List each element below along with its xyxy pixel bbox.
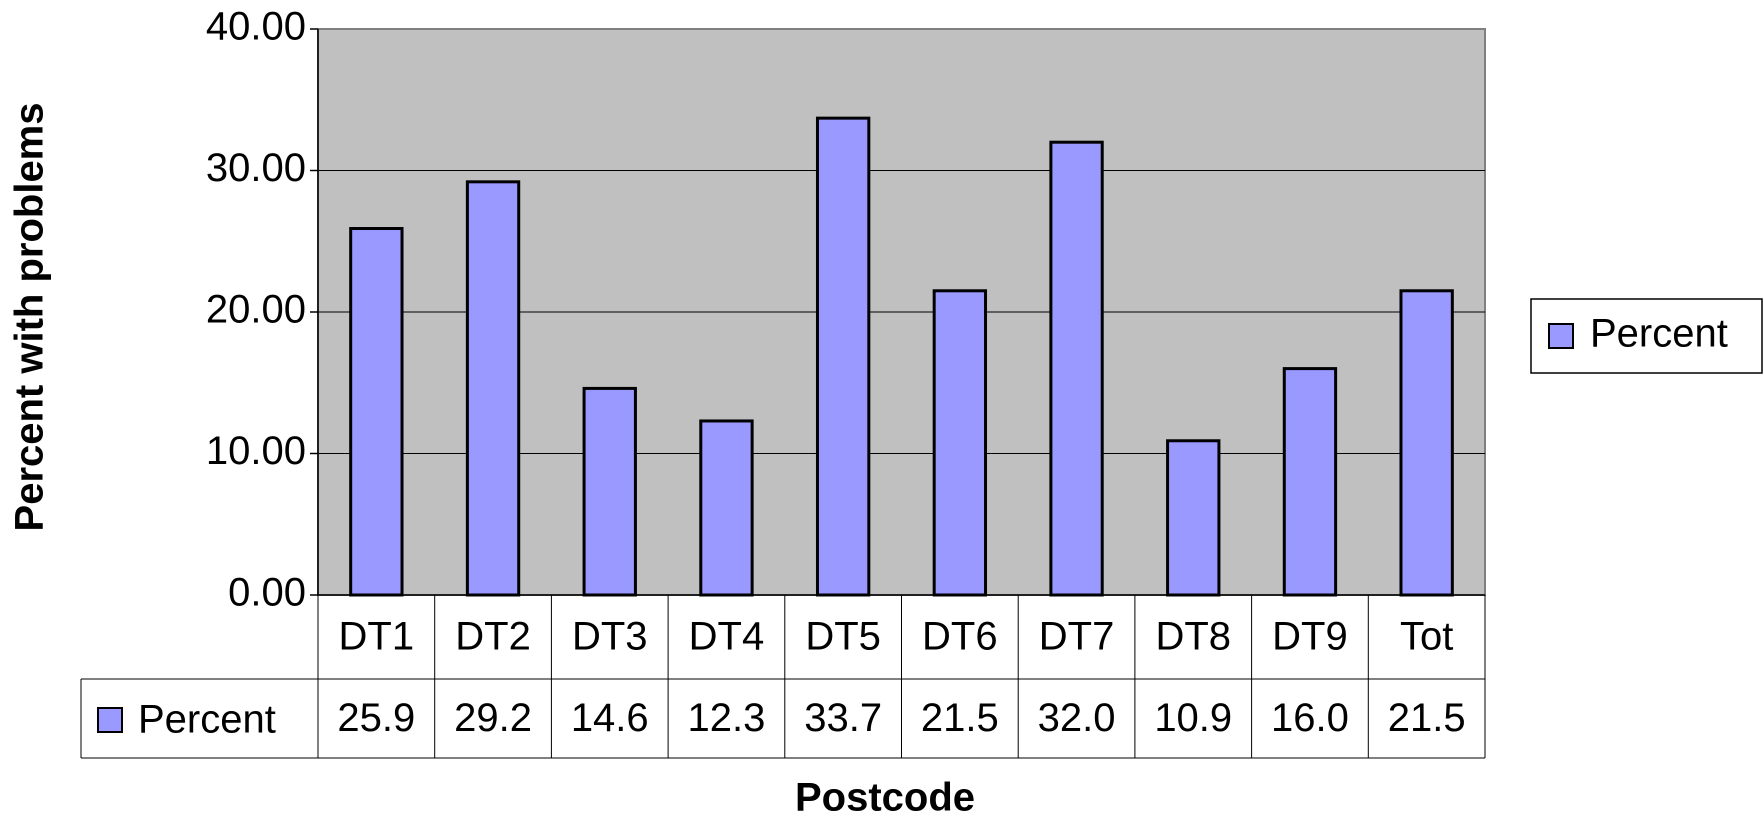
bar (1166, 439, 1221, 597)
x-tick-label: DT4 (689, 615, 765, 659)
table-value: 21.5 (1388, 696, 1466, 740)
table-row-label: Percent (138, 698, 276, 742)
y-tick-label: 0.00 (228, 571, 306, 615)
y-tick-label: 30.00 (206, 146, 306, 190)
table-value: 29.2 (454, 696, 532, 740)
bar (815, 116, 871, 597)
table-key (97, 707, 123, 733)
x-tick-label: DT9 (1272, 615, 1348, 659)
y-tick-label: 40.00 (206, 5, 306, 49)
bar (465, 180, 521, 597)
table-value: 25.9 (337, 696, 415, 740)
x-tick-label: DT5 (805, 615, 881, 659)
x-tick-label: DT3 (572, 615, 648, 659)
bar (1282, 367, 1338, 597)
legend-label: Percent (1590, 312, 1728, 356)
table-value: 32.0 (1038, 696, 1116, 740)
bar (1399, 289, 1454, 597)
x-axis-label: Postcode (795, 776, 975, 816)
bar (699, 419, 754, 597)
x-tick-label: DT6 (922, 615, 998, 659)
y-axis-label: Percent with problems (8, 103, 52, 532)
x-tick-label: DT2 (455, 615, 531, 659)
table-value: 12.3 (688, 696, 766, 740)
table-value: 16.0 (1271, 696, 1349, 740)
x-tick-label: DT8 (1155, 615, 1231, 659)
bar (349, 227, 404, 597)
bar (1049, 140, 1104, 597)
bar (582, 386, 637, 597)
table-value: 33.7 (804, 696, 882, 740)
x-tick-label: Tot (1400, 615, 1453, 659)
x-tick-label: DT1 (339, 615, 415, 659)
x-tick-label: DT7 (1039, 615, 1115, 659)
legend-key (1548, 323, 1574, 349)
bar (932, 289, 988, 597)
y-tick-label: 20.00 (206, 288, 306, 332)
table-value: 14.6 (571, 696, 649, 740)
y-tick-label: 10.00 (206, 429, 306, 473)
table-value: 10.9 (1154, 696, 1232, 740)
table-value: 21.5 (921, 696, 999, 740)
